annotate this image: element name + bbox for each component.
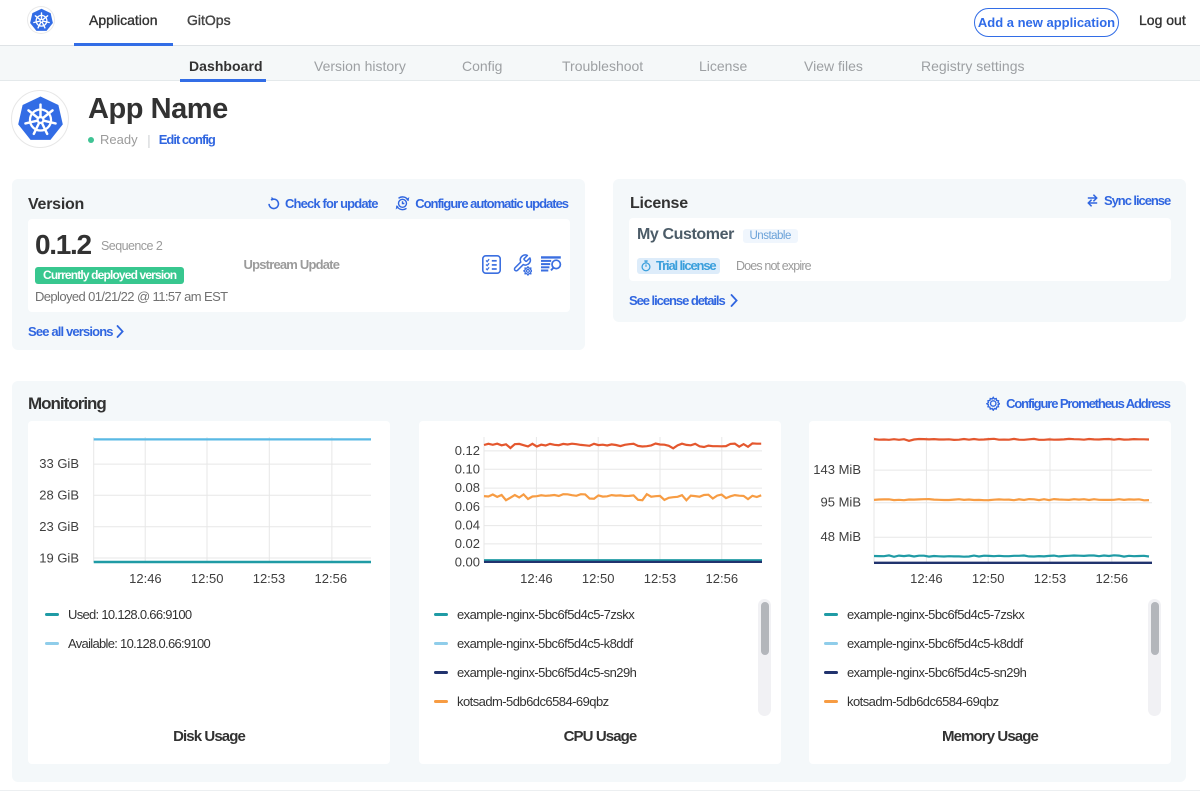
svg-text:0.08: 0.08 [455, 480, 480, 495]
svg-text:12:56: 12:56 [706, 571, 739, 586]
svg-text:12:50: 12:50 [582, 571, 615, 586]
svg-text:0.00: 0.00 [455, 554, 480, 569]
svg-text:12:53: 12:53 [1034, 571, 1067, 586]
svg-text:12:50: 12:50 [972, 571, 1005, 586]
svg-text:95 MiB: 95 MiB [821, 495, 861, 510]
svg-text:12:56: 12:56 [315, 571, 348, 586]
svg-text:0.10: 0.10 [455, 461, 480, 476]
svg-text:33 GiB: 33 GiB [39, 456, 79, 471]
svg-text:0.06: 0.06 [455, 499, 480, 514]
svg-text:0.02: 0.02 [455, 536, 480, 551]
svg-text:28 GiB: 28 GiB [39, 488, 79, 503]
svg-text:23 GiB: 23 GiB [39, 519, 79, 534]
svg-text:143 MiB: 143 MiB [813, 462, 861, 477]
svg-text:48 MiB: 48 MiB [821, 529, 861, 544]
svg-text:19 GiB: 19 GiB [39, 550, 79, 565]
svg-text:0.12: 0.12 [455, 443, 480, 458]
svg-text:12:46: 12:46 [910, 571, 943, 586]
svg-text:12:46: 12:46 [520, 571, 553, 586]
svg-text:12:50: 12:50 [191, 571, 224, 586]
svg-text:0.04: 0.04 [455, 518, 480, 533]
svg-text:12:46: 12:46 [129, 571, 162, 586]
svg-text:12:53: 12:53 [644, 571, 677, 586]
svg-text:12:53: 12:53 [253, 571, 286, 586]
svg-text:12:56: 12:56 [1096, 571, 1129, 586]
